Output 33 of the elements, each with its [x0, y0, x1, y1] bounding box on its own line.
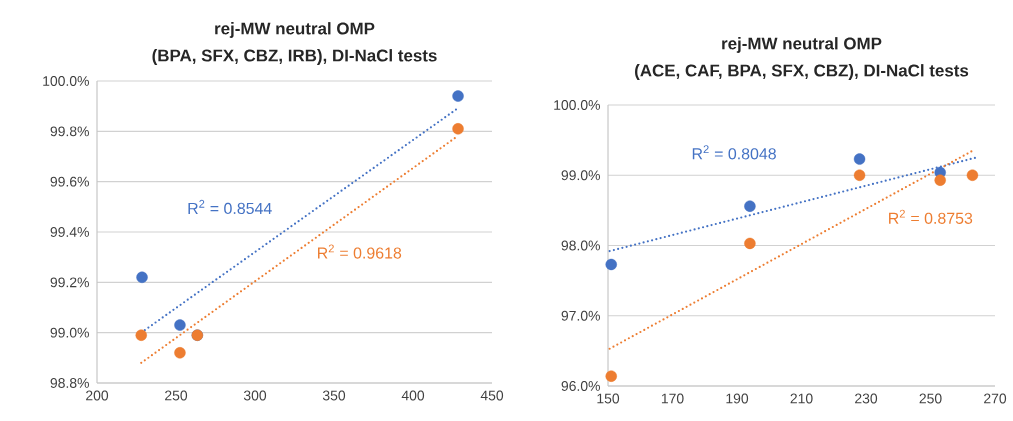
x-tick-label: 190 — [726, 393, 749, 404]
chart-title: rej-MW neutral OMP — [722, 37, 882, 53]
chart-title: rej-MW neutral OMP — [215, 22, 375, 38]
x-tick-label: 250 — [165, 390, 188, 401]
annotation: R$^{2}$ = 0.8544 — [188, 199, 272, 215]
x-tick-label: 350 — [322, 390, 346, 401]
y-tick-label: 99.0% — [50, 327, 89, 338]
annotation: R$^{2}$ = 0.8753 — [889, 209, 973, 224]
y-tick-label: 99.0% — [561, 170, 600, 181]
y-tick-label: 97.0% — [561, 310, 600, 321]
x-tick-label: 250 — [919, 393, 942, 404]
y-tick-label: 100.0% — [43, 76, 89, 86]
y-tick-label: 99.6% — [50, 176, 89, 187]
x-tick-label: 230 — [855, 393, 878, 404]
x-tick-label: 200 — [86, 390, 109, 401]
annotation: R$^{2}$ = 0.9618 — [318, 244, 402, 259]
y-tick-label: 99.2% — [50, 277, 89, 288]
y-tick-label: 100.0% — [554, 100, 600, 110]
annotation: R$^{2}$ = 0.8048 — [692, 145, 776, 160]
chart-subtitle: (ACE, CAF, BPA, SFX, CBZ), DI-NaCl tests — [635, 64, 969, 80]
x-tick-label: 270 — [984, 393, 1007, 404]
x-tick-label: 300 — [243, 390, 267, 401]
y-tick-label: 99.4% — [50, 227, 89, 237]
x-tick-label: 210 — [790, 393, 813, 404]
chart-subtitle: (BPA, SFX, CBZ, IRB), DI-NaCl tests — [152, 49, 437, 65]
y-tick-label: 98.8% — [50, 378, 89, 388]
x-tick-label: 450 — [480, 390, 504, 401]
x-tick-label: 170 — [661, 393, 684, 404]
y-tick-label: 98.0% — [561, 240, 600, 251]
y-tick-label: 99.8% — [50, 126, 89, 137]
y-tick-label: 96.0% — [561, 381, 600, 391]
x-tick-label: 400 — [401, 390, 425, 401]
x-tick-label: 150 — [597, 393, 620, 404]
